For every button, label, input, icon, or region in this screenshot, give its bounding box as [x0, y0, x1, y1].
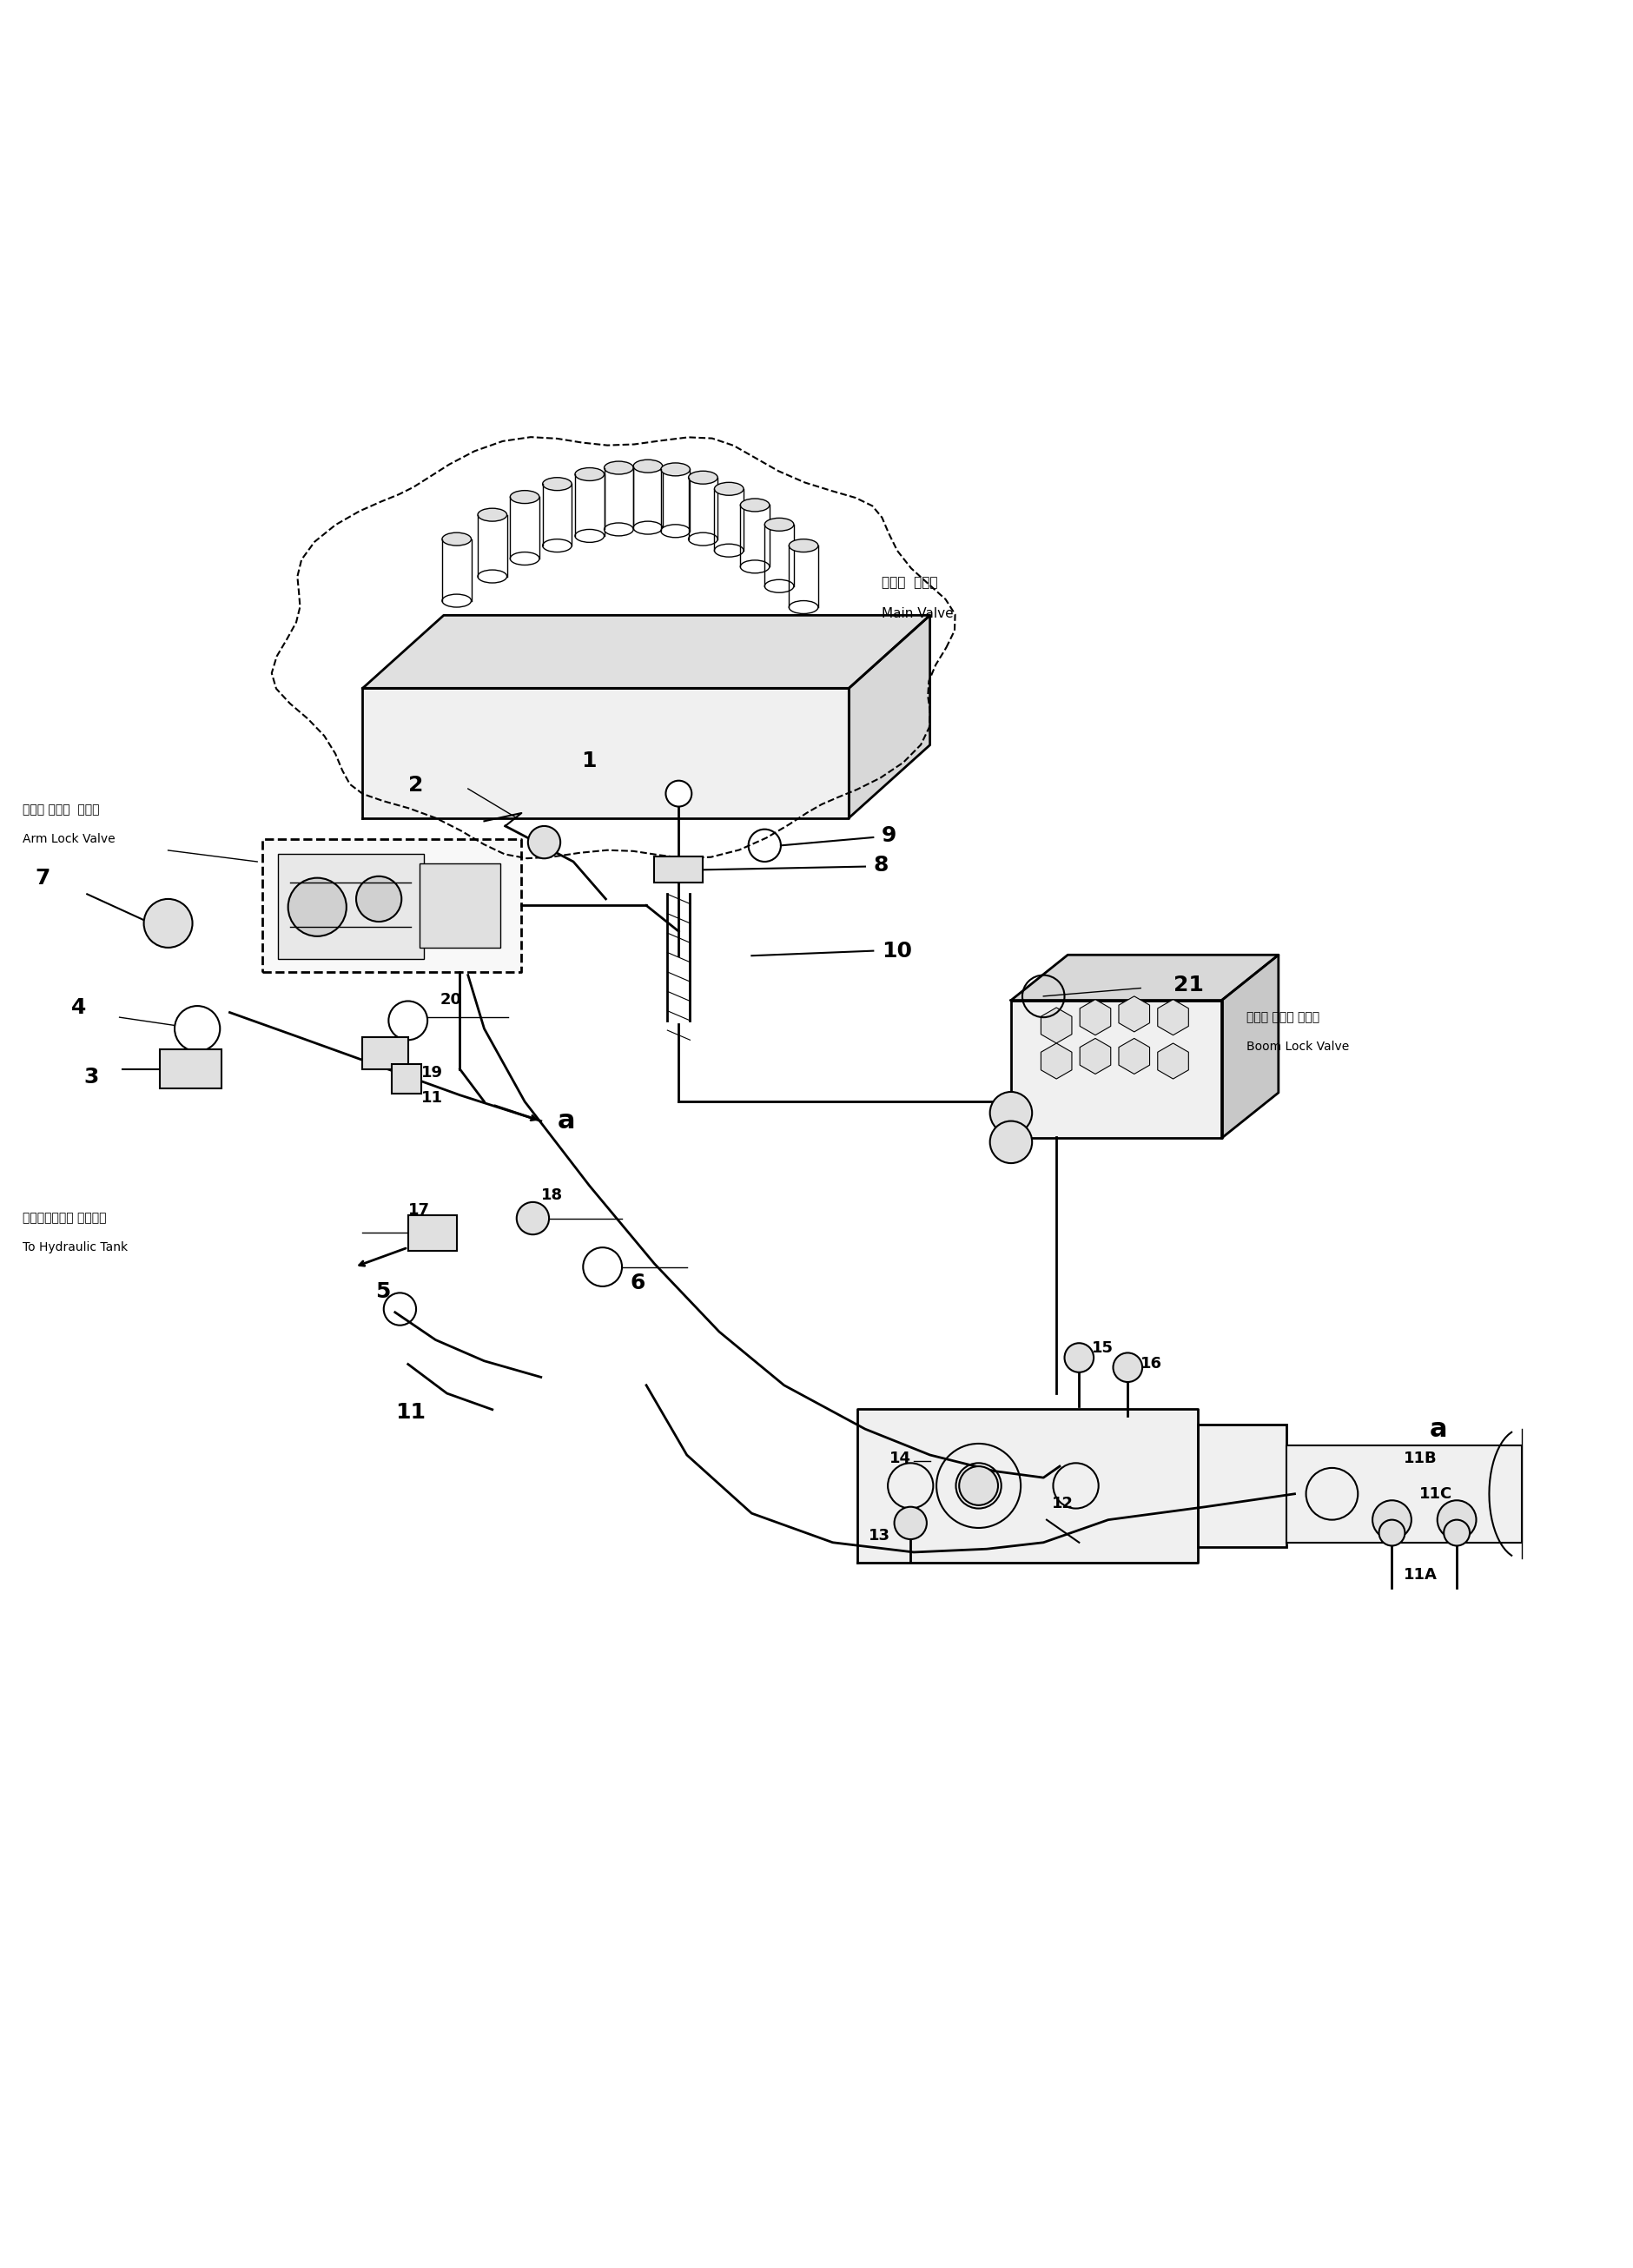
Circle shape: [287, 878, 346, 937]
Text: 20: 20: [441, 991, 462, 1007]
Text: ブーム ロック バルブ: ブーム ロック バルブ: [1246, 1012, 1319, 1023]
Ellipse shape: [542, 540, 572, 551]
Bar: [408, 1216, 457, 1250]
Ellipse shape: [789, 540, 818, 551]
Ellipse shape: [689, 472, 717, 483]
Ellipse shape: [604, 460, 634, 474]
Text: 12: 12: [1052, 1497, 1073, 1510]
Circle shape: [1114, 1352, 1143, 1381]
Circle shape: [895, 1506, 926, 1540]
Circle shape: [990, 1091, 1032, 1134]
Circle shape: [527, 826, 560, 857]
Polygon shape: [1011, 955, 1279, 1000]
Text: Boom Lock Valve: Boom Lock Valve: [1246, 1041, 1349, 1052]
Text: 4: 4: [70, 998, 87, 1018]
Ellipse shape: [443, 594, 472, 608]
Bar: [420, 864, 500, 948]
Ellipse shape: [634, 460, 663, 472]
Circle shape: [1444, 1520, 1470, 1547]
Text: 11: 11: [421, 1091, 443, 1107]
Text: 18: 18: [541, 1188, 563, 1204]
Polygon shape: [363, 615, 929, 687]
Text: 3: 3: [83, 1066, 100, 1089]
Ellipse shape: [789, 601, 818, 615]
Text: 5: 5: [376, 1281, 390, 1302]
Ellipse shape: [604, 524, 634, 535]
Ellipse shape: [575, 528, 604, 542]
Text: 11B: 11B: [1403, 1449, 1437, 1465]
Circle shape: [144, 898, 193, 948]
Circle shape: [959, 1467, 998, 1506]
Ellipse shape: [689, 533, 717, 547]
Polygon shape: [1011, 1000, 1221, 1139]
Text: 10: 10: [882, 941, 911, 962]
Text: アーム ロック  バルブ: アーム ロック バルブ: [23, 803, 100, 816]
Text: 9: 9: [882, 826, 897, 846]
Circle shape: [1437, 1501, 1476, 1540]
Ellipse shape: [443, 533, 472, 547]
Text: 13: 13: [869, 1529, 890, 1545]
Text: Main Valve: Main Valve: [882, 608, 954, 619]
Text: 7: 7: [36, 866, 51, 889]
Ellipse shape: [661, 463, 691, 476]
Bar: [278, 853, 425, 959]
Text: a: a: [1429, 1418, 1447, 1442]
Ellipse shape: [740, 560, 769, 574]
Polygon shape: [363, 687, 849, 819]
Text: 11A: 11A: [1403, 1567, 1437, 1583]
Bar: [160, 1050, 222, 1089]
Text: 15: 15: [1092, 1340, 1114, 1356]
Circle shape: [666, 780, 692, 807]
Text: 8: 8: [874, 855, 888, 875]
Polygon shape: [857, 1408, 1197, 1563]
Text: To Hydraulic Tank: To Hydraulic Tank: [23, 1241, 127, 1254]
Ellipse shape: [661, 524, 691, 538]
Circle shape: [356, 875, 402, 921]
Ellipse shape: [478, 508, 506, 522]
Text: 21: 21: [1172, 975, 1204, 996]
Ellipse shape: [478, 569, 506, 583]
Bar: [363, 1036, 408, 1068]
Text: ハイドロリック タンクへ: ハイドロリック タンクへ: [23, 1211, 106, 1225]
Ellipse shape: [542, 479, 572, 490]
Circle shape: [516, 1202, 549, 1234]
Text: 1: 1: [581, 751, 596, 771]
Text: 2: 2: [408, 776, 423, 796]
Text: 16: 16: [1141, 1356, 1163, 1372]
Ellipse shape: [714, 483, 743, 494]
Text: 11: 11: [395, 1402, 426, 1424]
Polygon shape: [263, 839, 521, 973]
Polygon shape: [1287, 1445, 1522, 1542]
Polygon shape: [1221, 955, 1279, 1139]
Ellipse shape: [764, 517, 794, 531]
Ellipse shape: [509, 490, 539, 503]
Text: a: a: [557, 1109, 575, 1134]
Text: 19: 19: [421, 1064, 443, 1080]
Ellipse shape: [575, 467, 604, 481]
Bar: [655, 857, 704, 882]
Text: 6: 6: [630, 1272, 645, 1293]
Polygon shape: [849, 615, 929, 819]
Ellipse shape: [714, 544, 743, 558]
Ellipse shape: [740, 499, 769, 513]
Text: 17: 17: [408, 1202, 429, 1218]
Bar: [392, 1064, 421, 1093]
Ellipse shape: [764, 581, 794, 592]
Text: メイン  バルブ: メイン バルブ: [882, 576, 937, 590]
Circle shape: [1378, 1520, 1404, 1547]
Circle shape: [1372, 1501, 1411, 1540]
Circle shape: [990, 1120, 1032, 1163]
Ellipse shape: [509, 551, 539, 565]
Text: 11C: 11C: [1419, 1486, 1453, 1501]
Text: Arm Lock Valve: Arm Lock Valve: [23, 832, 114, 846]
Circle shape: [1065, 1343, 1094, 1372]
Ellipse shape: [634, 522, 663, 535]
Bar: [1197, 1424, 1287, 1547]
Text: 14: 14: [890, 1449, 911, 1465]
